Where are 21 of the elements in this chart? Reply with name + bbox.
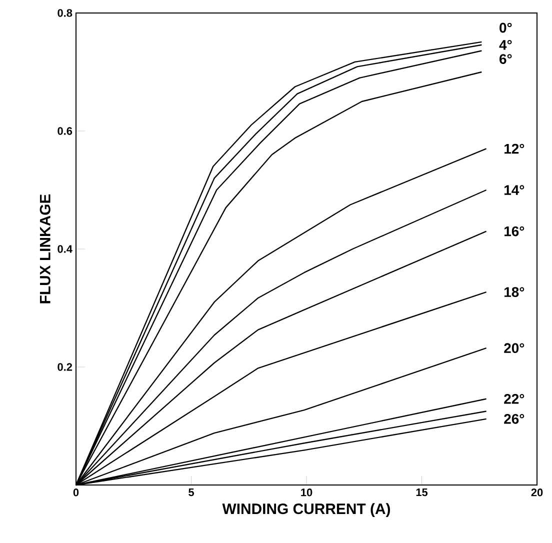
x-tick-label: 20: [531, 488, 543, 496]
series-label: 6°: [500, 54, 512, 64]
x-tick-label: 5: [188, 488, 194, 496]
series-label: 14°: [504, 185, 524, 195]
y-tick-label: 0.2: [58, 363, 72, 371]
x-tick-label: 10: [301, 488, 312, 496]
x-axis-title: WINDING CURRENT (A): [222, 503, 390, 518]
series-label: 20°: [504, 343, 524, 354]
y-axis-title: FLUX LINKAGE: [40, 194, 50, 304]
y-tick-label: 0.6: [58, 127, 72, 135]
series-label: 18°: [504, 287, 524, 298]
series-label: 0°: [500, 22, 512, 33]
series-label: 26°: [504, 414, 524, 424]
x-tick-label: 0: [73, 488, 79, 496]
series-label: 4°: [499, 40, 512, 50]
x-tick-label: 15: [416, 488, 428, 496]
series-label: 12°: [504, 144, 524, 154]
series-label: 22°: [504, 394, 524, 404]
y-tick-label: 0.4: [58, 245, 72, 253]
y-tick-label: 0.8: [58, 9, 72, 17]
series-label: 16°: [504, 226, 524, 236]
